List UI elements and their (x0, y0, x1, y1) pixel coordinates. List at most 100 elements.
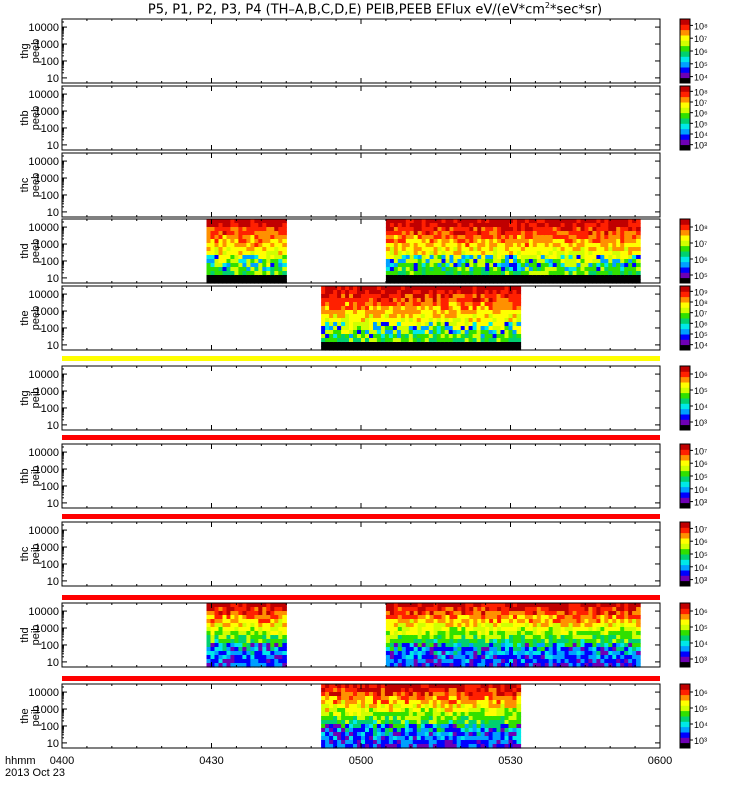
spectrogram-cell (473, 603, 478, 608)
spectrogram-cell (441, 635, 447, 640)
spectrogram-cell (425, 279, 431, 284)
colorbar-segment (680, 580, 690, 587)
spectrogram-cell (632, 603, 637, 608)
spectrogram-cell (218, 267, 224, 272)
spectrogram-cell (404, 326, 410, 331)
spectrogram-cell (234, 259, 239, 264)
spectrogram-cell (389, 643, 395, 648)
spectrogram-cell (452, 290, 458, 295)
spectrogram-cell (385, 647, 391, 652)
spectrogram-cell (409, 627, 415, 632)
spectrogram-cell (464, 330, 470, 335)
spectrogram-cell (384, 294, 390, 299)
spectrogram-cell (404, 306, 410, 311)
spectrogram-cell (620, 247, 625, 252)
spectrogram-cell (214, 627, 220, 632)
spectrogram-cell (433, 607, 439, 612)
spectrogram-cell (616, 607, 621, 612)
spectrogram-cell (620, 239, 625, 244)
spectrogram-cell (544, 655, 550, 660)
spectrogram-cell (258, 231, 263, 236)
spectrogram-cell (345, 712, 350, 717)
spectrogram-cell (469, 223, 474, 228)
spectrogram-cell (226, 251, 232, 256)
spectrogram-cell (473, 639, 478, 644)
spectrogram-cell (206, 627, 212, 632)
spectrogram-cell (596, 271, 601, 276)
spectrogram-cell (432, 696, 438, 701)
spectrogram-cell (489, 627, 494, 632)
spectrogram-cell (469, 651, 474, 656)
spectrogram-cell (321, 342, 326, 347)
spectrogram-cell (520, 231, 526, 236)
spectrogram-cell (405, 615, 411, 620)
spectrogram-cell (234, 611, 239, 616)
spectrogram-cell (460, 294, 466, 299)
spectrogram-cell (413, 275, 419, 280)
colorbar-segment (680, 419, 690, 426)
spectrogram-cell (333, 346, 338, 351)
spectrogram-cell (456, 334, 462, 339)
spectrogram-cell (453, 259, 458, 264)
spectrogram-cell (524, 643, 530, 648)
colorbar-tick-label: 10⁴ (694, 639, 708, 649)
spectrogram-cell (274, 255, 279, 260)
spectrogram-cell (416, 712, 422, 717)
spectrogram-cell (385, 263, 391, 268)
spectrogram-cell (572, 627, 578, 632)
spectrogram-cell (425, 243, 431, 248)
spectrogram-cell (408, 298, 414, 303)
spectrogram-cell (576, 643, 582, 648)
spectrogram-cell (588, 263, 593, 268)
colorbar-segment (680, 532, 690, 539)
spectrogram-cell (357, 298, 362, 303)
spectrogram-cell (206, 259, 212, 264)
spectrogram-cell (612, 611, 617, 616)
spectrogram-cell (620, 627, 625, 632)
spectrogram-cell (325, 334, 330, 339)
spectrogram-cell (345, 728, 350, 733)
spectrogram-cell (457, 243, 462, 248)
spectrogram-cell (404, 342, 410, 347)
spectrogram-cell (222, 223, 228, 228)
spectrogram-cell (425, 647, 431, 652)
spectrogram-cell (432, 314, 438, 319)
spectrogram-cell (361, 708, 366, 713)
spectrogram-cell (449, 603, 455, 608)
spectrogram-cell (496, 326, 502, 331)
spectrogram-cell (413, 643, 419, 648)
spectrogram-cell (444, 302, 450, 307)
spectrogram-cell (493, 267, 498, 272)
spectrogram-cell (420, 334, 426, 339)
spectrogram-cell (230, 663, 235, 668)
spectrogram-cell (206, 243, 212, 248)
spectrogram-cell (384, 688, 390, 693)
spectrogram-cell (449, 631, 455, 636)
spectrogram-cell (270, 259, 275, 264)
spectrogram-cell (341, 306, 346, 311)
spectrogram-cell (254, 619, 259, 624)
spectrogram-cell (361, 326, 366, 331)
spectrogram-cell (329, 334, 334, 339)
spectrogram-cell (345, 330, 350, 335)
spectrogram-cell (254, 279, 259, 284)
spectrogram-cell (429, 647, 435, 652)
spectrogram-cell (246, 271, 251, 276)
spectrogram-cell (270, 223, 275, 228)
spectrogram-cell (416, 740, 422, 745)
spectrogram-cell (380, 330, 386, 335)
spectrogram-cell (242, 231, 247, 236)
spectrogram-cell (270, 663, 275, 668)
spectrogram-cell (246, 219, 251, 224)
spectrogram-cell (420, 684, 426, 689)
spectrogram-cell (242, 275, 247, 280)
y-tick-label: 10000 (28, 525, 59, 537)
spectrogram-cell (445, 647, 451, 652)
spectrogram-cell (596, 643, 601, 648)
spectrogram-cell (380, 736, 386, 741)
spectrogram-cell (500, 322, 506, 327)
spectrogram-cell (226, 647, 232, 652)
spectrogram-cell (449, 263, 455, 268)
spectrogram-cell (274, 223, 279, 228)
spectrogram-cell (477, 623, 482, 628)
